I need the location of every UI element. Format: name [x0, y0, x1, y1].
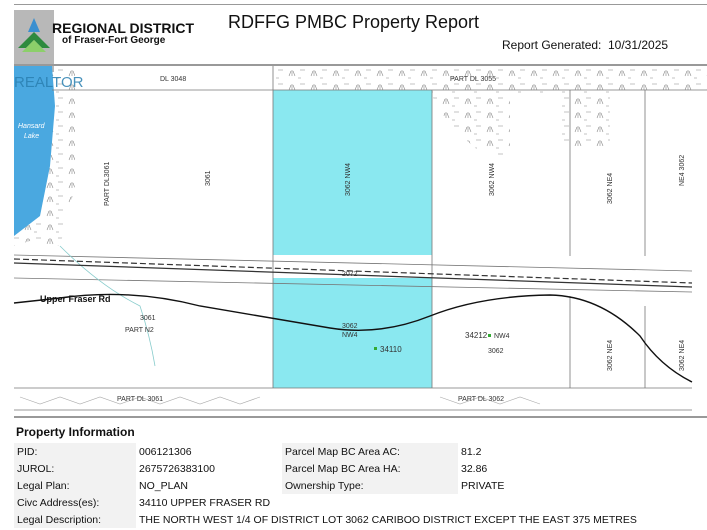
- ownership-value: PRIVATE: [461, 479, 505, 492]
- label-upper-fraser-rd: Upper Fraser Rd: [40, 294, 111, 304]
- page-title: RDFFG PMBC Property Report: [228, 12, 480, 32]
- label-3062-ne4-south: 3062 NE4: [607, 340, 614, 371]
- label-3062-south: 3062: [342, 323, 358, 330]
- legal-description-value: THE NORTH WEST 1/4 OF DISTRICT LOT 3062 …: [139, 513, 637, 526]
- table-row: Civc Address(es): 34110 UPPER FRASER RD: [14, 494, 640, 511]
- property-info-table: PID: 006121306 Parcel Map BC Area AC: 81.2 …: [14, 443, 640, 528]
- property-info-title: Property Information: [16, 425, 135, 439]
- label-hansard: Hansard: [18, 123, 46, 130]
- property-map: DL 3048 PART DL 3055 Hansard Lake PART D…: [13, 66, 707, 411]
- hansard-lake: [14, 66, 55, 236]
- label-ne4-3062: NE4 3062: [679, 155, 686, 186]
- label-lake: Lake: [24, 133, 39, 140]
- jurol-value: 2675726383100: [139, 462, 215, 475]
- label-civic-34110: 34110: [380, 345, 402, 354]
- label-part-dl-3062: PART DL 3062: [458, 396, 504, 403]
- pid-value: 006121306: [139, 445, 192, 458]
- table-row: PID: 006121306 Parcel Map BC Area AC: 81.2: [14, 443, 640, 460]
- logo-line2: of Fraser-Fort George: [62, 35, 166, 46]
- label-3062-ne4: 3062 NE4: [607, 173, 614, 204]
- legal-plan-label: Legal Plan:: [14, 477, 136, 494]
- label-2072: 2072: [342, 271, 358, 278]
- legal-plan-value: NO_PLAN: [139, 479, 189, 492]
- label-nw4-east: NW4: [494, 333, 510, 340]
- area-ac-value: 81.2: [461, 445, 482, 458]
- label-part-n2: PART N2: [125, 327, 154, 334]
- label-part-dl3061-v: PART DL3061: [104, 162, 111, 206]
- label-3062-ne4-south-b: 3062 NE4: [679, 340, 686, 371]
- logo-line1: REGIONAL DISTRICT: [52, 20, 195, 36]
- label-civic-34212: 34212: [465, 331, 488, 340]
- label-dl3048: DL 3048: [160, 76, 186, 83]
- subject-parcel-north: [273, 90, 432, 255]
- label-part-dl-3061: PART DL 3061: [117, 396, 163, 403]
- label-3061: 3061: [205, 170, 212, 186]
- report-generated-label: Report Generated:: [502, 38, 602, 52]
- subject-parcel-south: [273, 278, 432, 388]
- legal-description-label: Legal Description:: [14, 511, 136, 528]
- label-3062-east: 3062: [488, 348, 504, 355]
- civic-address-label: Civc Address(es):: [14, 494, 136, 511]
- rdffg-logo-icon: [14, 10, 54, 72]
- civic-address-value: 34110 UPPER FRASER RD: [139, 496, 271, 509]
- area-ac-label: Parcel Map BC Area AC:: [282, 443, 458, 460]
- area-ha-label: Parcel Map BC Area HA:: [282, 460, 458, 477]
- table-row: Legal Plan: NO_PLAN Ownership Type: PRIVATE: [14, 477, 640, 494]
- pid-label: PID:: [14, 443, 136, 460]
- railway: [13, 258, 693, 288]
- realtor-watermark: REALTOR: [14, 74, 84, 91]
- label-3062-nw4: 3062 NW4: [345, 163, 352, 196]
- area-ha-value: 32.86: [461, 462, 488, 475]
- label-part-dl3055: PART DL 3055: [450, 76, 496, 83]
- label-nw4-south: NW4: [342, 332, 358, 339]
- label-3061-south: 3061: [140, 315, 156, 322]
- table-row: JUROL: 2675726383100 Parcel Map BC Area HA…: [14, 460, 640, 477]
- jurol-label: JUROL:: [14, 460, 136, 477]
- report-generated-date: 10/31/2025: [608, 38, 669, 52]
- label-3062-nw4-b: 3062 NW4: [489, 163, 496, 196]
- table-row: Legal Description: THE NORTH WEST 1/4 OF …: [14, 511, 640, 528]
- upper-fraser-road: [13, 293, 693, 383]
- ownership-label: Ownership Type:: [282, 477, 458, 494]
